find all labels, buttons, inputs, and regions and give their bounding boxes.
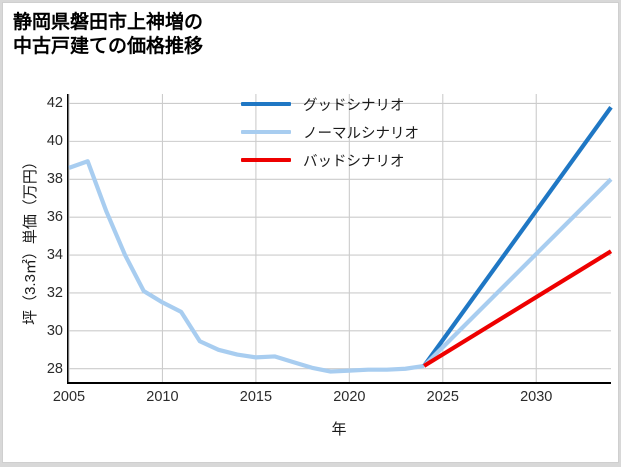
plot-area: 28 30 32 34 36 38 40 42 2005 2010 2015 2020 2025 2030	[47, 94, 613, 405]
legend-label-normal: ノーマルシナリオ	[303, 125, 419, 142]
y-tick-label: 30	[46, 322, 63, 339]
legend-item-bad: バッドシナリオ	[241, 152, 419, 170]
y-tick-label: 40	[46, 133, 63, 150]
legend-item-good: グッドシナリオ	[241, 96, 419, 114]
series-line-1	[422, 106, 613, 368]
x-tick-label: 2030	[520, 389, 553, 405]
y-axis-label-text: 坪（3.3㎡）単価（万円）	[21, 153, 39, 325]
chart-legend: グッドシナリオ ノーマルシナリオ バッドシナリオ	[241, 96, 419, 170]
y-axis-label: 坪（3.3㎡）単価（万円）	[19, 94, 39, 384]
y-tick-label: 34	[46, 247, 63, 264]
gridlines	[68, 94, 611, 382]
series-line-3	[423, 249, 613, 368]
x-tick-label: 2005	[52, 389, 86, 405]
y-tick-label: 28	[46, 360, 63, 377]
x-tick-label: 2020	[333, 389, 366, 405]
y-tick-label: 42	[46, 95, 63, 112]
legend-label-bad: バッドシナリオ	[303, 153, 405, 170]
y-tick-label: 36	[46, 209, 63, 226]
series-lines	[68, 106, 613, 374]
x-tick-label: 2010	[146, 389, 179, 405]
legend-label-good: グッドシナリオ	[303, 97, 405, 114]
y-tick-label: 32	[46, 284, 63, 301]
series-line-2	[422, 177, 613, 368]
series-line-0	[68, 159, 425, 374]
chart-title: 静岡県磐田市上神増の 中古戸建ての価格推移	[13, 12, 204, 58]
legend-swatch-normal	[241, 129, 291, 135]
y-tick-label: 38	[46, 171, 63, 188]
x-axis-label: 年	[331, 421, 347, 438]
x-tick-label: 2015	[239, 389, 273, 405]
legend-item-normal: ノーマルシナリオ	[241, 124, 419, 142]
legend-swatch-bad	[241, 157, 291, 163]
x-tick-label: 2025	[426, 389, 459, 405]
legend-swatch-good	[241, 101, 291, 107]
